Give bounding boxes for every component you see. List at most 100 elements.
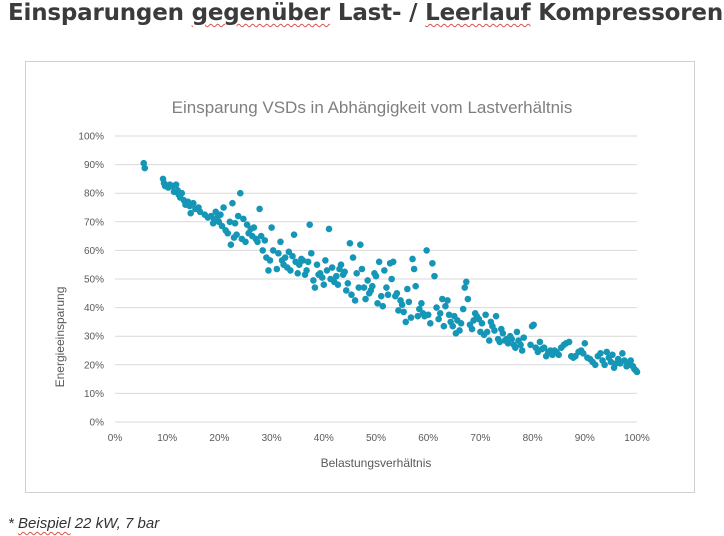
data-point xyxy=(294,269,302,277)
data-point xyxy=(290,231,298,238)
data-point xyxy=(375,258,383,266)
data-point xyxy=(268,224,275,231)
data-point xyxy=(591,361,599,369)
data-point xyxy=(277,238,284,246)
data-point xyxy=(456,327,463,334)
data-point xyxy=(633,368,641,376)
data-point xyxy=(404,285,411,293)
data-point xyxy=(383,284,390,291)
data-point xyxy=(483,328,491,336)
data-point xyxy=(333,272,340,280)
data-point xyxy=(508,335,516,343)
data-point xyxy=(322,257,329,264)
data-point xyxy=(464,295,472,303)
data-point xyxy=(341,268,348,276)
data-point xyxy=(254,238,261,246)
footnote-misspelled-word: Beispiel xyxy=(18,515,71,532)
data-point xyxy=(242,238,249,246)
data-point xyxy=(536,338,544,346)
data-point xyxy=(491,327,498,334)
data-point xyxy=(304,258,312,266)
title-text-5: Kompressoren xyxy=(530,0,723,26)
data-point xyxy=(224,229,232,237)
y-tick-label: 30% xyxy=(84,332,104,343)
data-point xyxy=(256,205,263,213)
data-point xyxy=(402,318,410,326)
data-point xyxy=(369,282,376,290)
data-point xyxy=(372,272,380,280)
footnote: * Beispiel 22 kW, 7 bar xyxy=(8,515,159,532)
data-point xyxy=(459,305,467,313)
data-point xyxy=(601,361,608,369)
data-point xyxy=(344,279,352,287)
data-point xyxy=(311,284,319,291)
x-tick-label: 0% xyxy=(108,433,123,444)
data-point xyxy=(287,267,294,274)
data-point xyxy=(426,320,434,327)
data-point xyxy=(540,344,548,351)
data-point xyxy=(295,261,303,268)
data-point xyxy=(393,290,401,297)
data-point xyxy=(517,341,524,349)
data-point xyxy=(435,315,442,323)
data-point xyxy=(190,199,197,207)
data-point xyxy=(323,267,331,274)
x-tick-label: 40% xyxy=(314,433,334,444)
data-point xyxy=(273,265,281,273)
data-point xyxy=(218,222,226,230)
data-point-layer xyxy=(140,159,641,376)
data-point xyxy=(261,237,269,244)
data-point xyxy=(527,341,534,349)
data-point xyxy=(250,224,258,231)
data-point xyxy=(310,277,317,284)
data-point xyxy=(313,261,321,268)
data-point xyxy=(389,258,397,266)
data-point xyxy=(227,241,235,248)
data-point xyxy=(229,199,236,207)
data-point xyxy=(257,232,265,240)
data-point xyxy=(520,334,528,341)
data-point xyxy=(478,320,486,327)
title-text-4-misspelled: Leerlauf xyxy=(425,0,531,26)
data-point xyxy=(405,298,413,306)
y-tick-label: 50% xyxy=(84,275,104,286)
data-point xyxy=(328,264,336,271)
data-point xyxy=(351,297,359,304)
x-tick-label: 70% xyxy=(470,433,490,444)
data-point xyxy=(337,261,345,268)
data-point xyxy=(374,300,381,307)
data-point xyxy=(423,247,430,254)
y-tick-label: 80% xyxy=(84,189,104,200)
title-text-2-misspelled: gegenüber xyxy=(191,0,331,26)
data-point xyxy=(621,357,628,364)
data-point xyxy=(141,164,149,172)
data-point xyxy=(436,310,444,317)
data-point xyxy=(377,292,385,300)
data-point xyxy=(429,259,436,267)
data-point xyxy=(398,301,406,309)
data-point xyxy=(364,277,371,284)
data-point xyxy=(418,300,425,307)
data-point xyxy=(438,295,446,303)
data-point xyxy=(499,330,507,337)
data-point xyxy=(565,338,573,346)
data-point xyxy=(325,225,333,233)
data-point xyxy=(334,281,342,289)
footnote-text: 22 kW, 7 bar xyxy=(70,515,160,532)
data-point xyxy=(353,269,360,277)
data-point xyxy=(217,211,224,218)
data-point xyxy=(431,272,438,280)
x-tick-label: 30% xyxy=(262,433,282,444)
data-point xyxy=(306,221,314,228)
x-axis-label: Belastungsverhältnis xyxy=(321,456,432,470)
data-point xyxy=(607,358,615,366)
title-text-3: Last- / xyxy=(330,0,426,26)
data-point xyxy=(609,351,616,359)
data-point xyxy=(518,347,526,354)
data-point xyxy=(496,338,504,346)
y-tick-label: 0% xyxy=(90,418,105,429)
data-point xyxy=(236,189,244,197)
data-point xyxy=(597,350,604,357)
data-point xyxy=(504,340,512,347)
y-tick-label: 20% xyxy=(84,360,104,371)
